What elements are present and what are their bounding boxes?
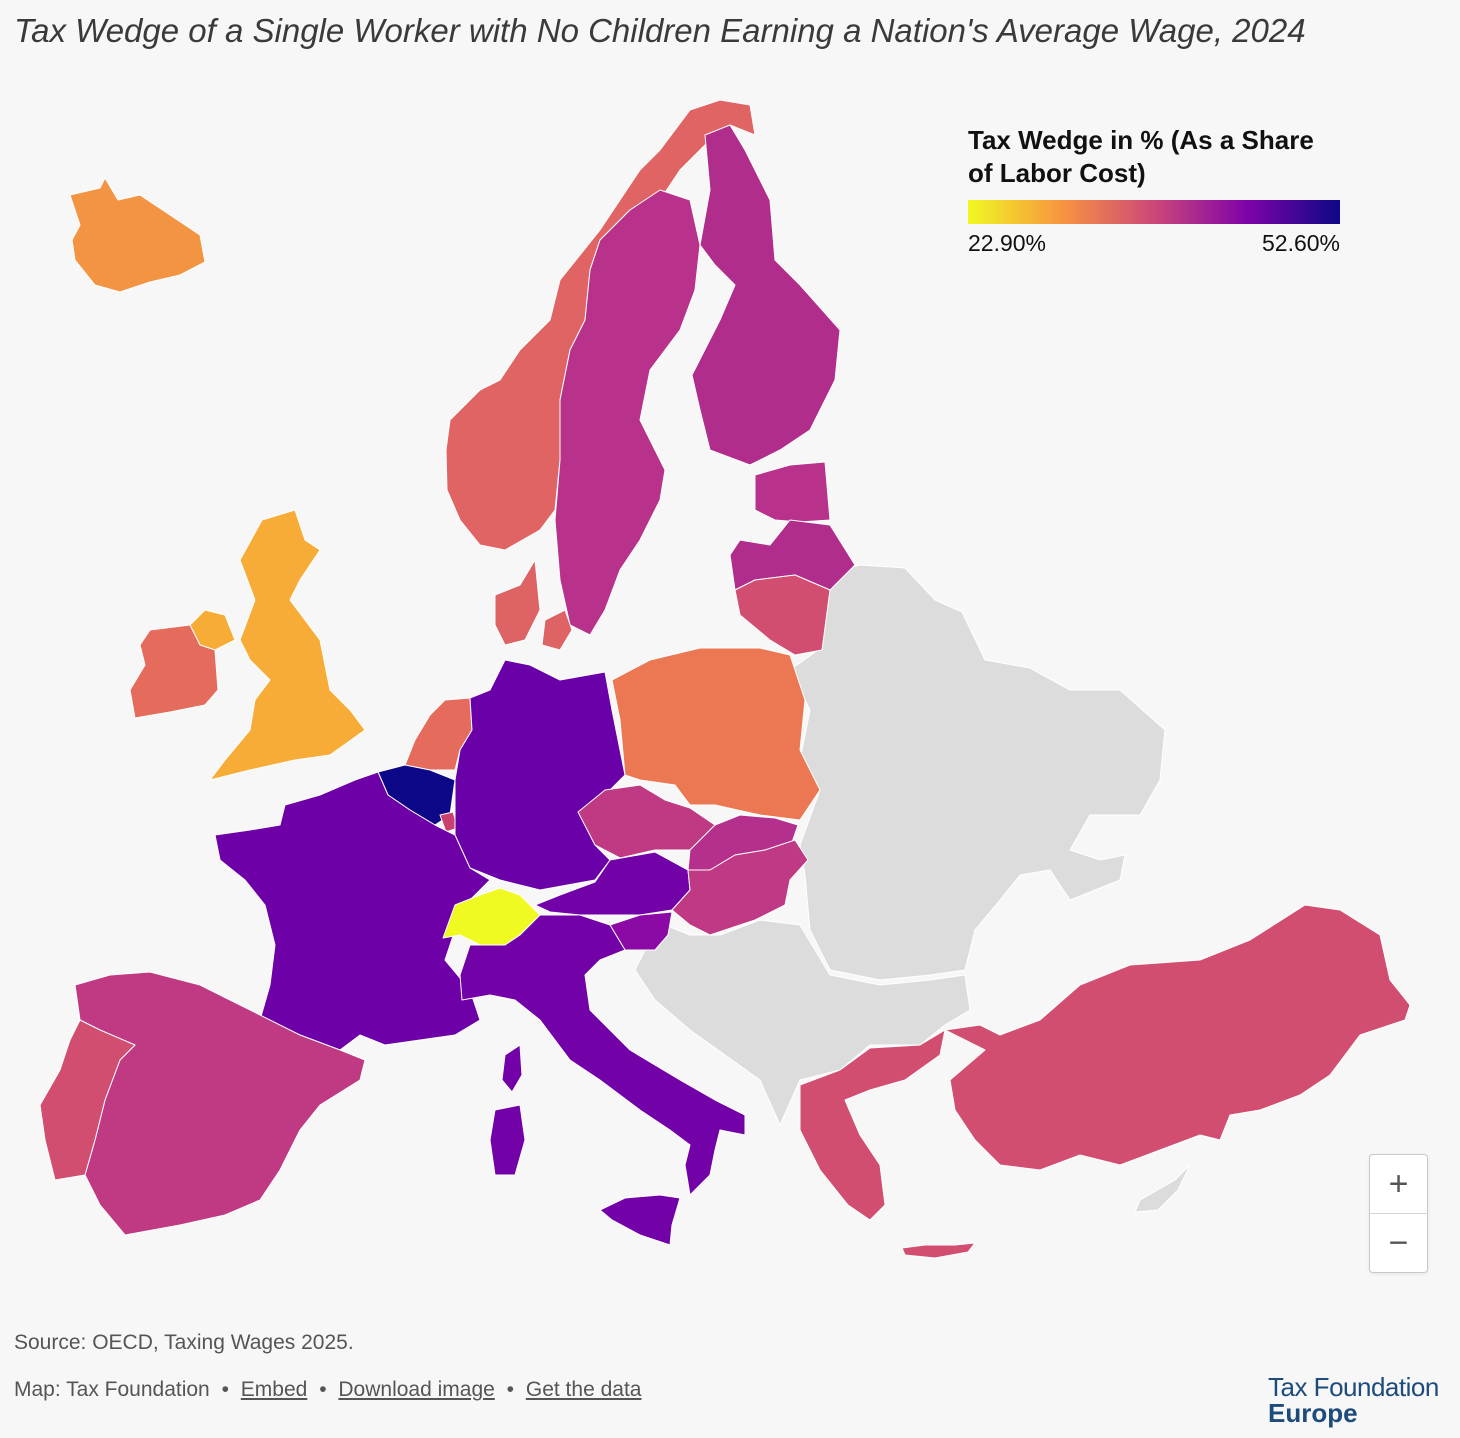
legend: Tax Wedge in % (As a Share of Labor Cost… bbox=[968, 124, 1340, 257]
region-germany[interactable] bbox=[454, 659, 626, 891]
region-portugal[interactable] bbox=[39, 1019, 136, 1181]
logo-line2: Europe bbox=[1268, 1398, 1358, 1428]
region-ireland[interactable] bbox=[129, 624, 219, 719]
logo-line1: Tax Foundation bbox=[1268, 1372, 1439, 1402]
region-sardinia[interactable] bbox=[489, 1104, 526, 1176]
zoom-in-button[interactable]: + bbox=[1388, 1164, 1409, 1203]
legend-title: Tax Wedge in % (As a Share of Labor Cost… bbox=[968, 125, 1314, 188]
region-eastern-europe[interactable] bbox=[789, 564, 1166, 981]
legend-color-scale bbox=[968, 200, 1340, 224]
region-estonia[interactable] bbox=[754, 461, 831, 523]
region-corsica[interactable] bbox=[501, 1044, 523, 1093]
map-credit: Map: Tax Foundation bbox=[14, 1378, 210, 1401]
embed-link[interactable]: Embed bbox=[240, 1378, 308, 1401]
region-united-kingdom[interactable] bbox=[209, 509, 366, 781]
region-norway[interactable] bbox=[445, 99, 756, 551]
legend-scale-labels: 22.90% 52.60% bbox=[968, 230, 1340, 257]
zoom-out-button[interactable]: − bbox=[1370, 1213, 1427, 1272]
get-data-link[interactable]: Get the data bbox=[525, 1378, 642, 1401]
separator: • bbox=[319, 1378, 327, 1401]
region-greece[interactable] bbox=[799, 1029, 946, 1221]
region-italy[interactable] bbox=[459, 914, 746, 1196]
map-title: Tax Wedge of a Single Worker with No Chi… bbox=[14, 12, 1306, 49]
credits-line: Map: Tax Foundation • Embed • Download i… bbox=[14, 1378, 641, 1402]
region-poland[interactable] bbox=[611, 647, 821, 821]
region-iceland[interactable] bbox=[69, 177, 206, 293]
zoom-control: + − bbox=[1369, 1154, 1428, 1273]
region-france[interactable] bbox=[214, 771, 491, 1051]
region-sweden[interactable] bbox=[554, 189, 701, 636]
download-image-link[interactable]: Download image bbox=[338, 1378, 495, 1401]
legend-max-label: 52.60% bbox=[1261, 230, 1340, 256]
region-hungary[interactable] bbox=[671, 839, 809, 936]
source-note: Source: OECD, Taxing Wages 2025. bbox=[14, 1331, 354, 1354]
tax-foundation-logo: Tax Foundation Europe bbox=[1268, 1374, 1439, 1426]
legend-min-label: 22.90% bbox=[968, 230, 1047, 256]
region-lithuania[interactable] bbox=[734, 574, 831, 656]
region-crete[interactable] bbox=[901, 1242, 976, 1259]
separator: • bbox=[506, 1378, 515, 1401]
region-denmark[interactable] bbox=[494, 559, 573, 651]
region-sicily[interactable] bbox=[599, 1194, 681, 1246]
region-turkey[interactable] bbox=[944, 904, 1411, 1171]
region-cyprus[interactable] bbox=[1134, 1164, 1191, 1213]
separator: • bbox=[221, 1378, 229, 1401]
region-finland[interactable] bbox=[691, 124, 841, 466]
